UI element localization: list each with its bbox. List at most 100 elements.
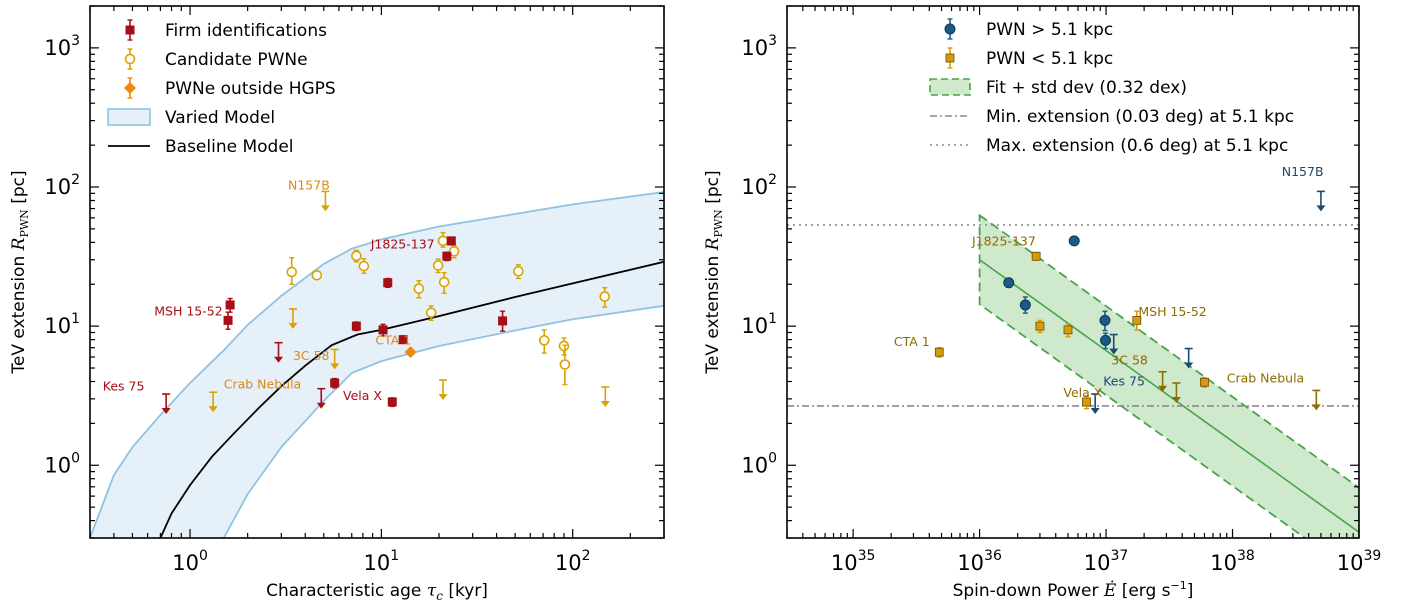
candidate-upper-limit-arrow <box>288 322 298 329</box>
point-label: MSH 15-52 <box>1138 304 1206 319</box>
candidate-upper-limit-arrow <box>438 394 448 401</box>
x-tick-label: 102 <box>555 548 591 575</box>
far-point <box>1099 314 1111 326</box>
far-upper-limit-arrow <box>1109 348 1119 355</box>
fit-line <box>979 259 1359 533</box>
near-point <box>1200 377 1209 387</box>
tick-exponent: 1 <box>768 311 777 327</box>
far-point <box>1019 299 1031 311</box>
x-tick-label: 1038 <box>1210 548 1255 575</box>
legend-near-marker <box>945 53 955 63</box>
firm-point <box>446 236 456 246</box>
candidate-point <box>538 335 550 346</box>
right-x-axis-label: Spin-down Power Ė [erg s−1] <box>953 579 1194 601</box>
firm-point <box>398 335 408 345</box>
y-tick-label: 102 <box>44 172 80 199</box>
legend-label: Max. extension (0.6 deg) at 5.1 kpc <box>986 136 1288 156</box>
candidate-point <box>513 265 524 277</box>
tick-exponent: 1 <box>390 548 399 564</box>
near-point <box>1132 315 1142 325</box>
legend-outside-marker <box>124 82 136 94</box>
candidate-point <box>432 260 444 271</box>
point-label: Vela X <box>1063 385 1102 400</box>
left-y-axis-label: TeV extension RPWN [pc] <box>9 170 31 374</box>
firm-point <box>223 315 233 325</box>
fit-band <box>978 213 1359 538</box>
point-label: J1825-137 <box>370 237 435 252</box>
point-label: Crab Nebula <box>224 377 301 392</box>
firm-point <box>351 321 361 331</box>
tick-base: 10 <box>44 314 71 338</box>
tick-base: 10 <box>44 453 71 477</box>
y-tick-label: 101 <box>741 311 777 338</box>
legend-band-swatch <box>107 108 151 126</box>
tick-base: 10 <box>44 175 71 199</box>
firm-upper-limit-arrow <box>161 408 171 415</box>
tick-exponent: 38 <box>1237 548 1255 564</box>
tick-exponent: 2 <box>582 548 591 564</box>
candidate-point <box>286 266 298 278</box>
x-tick-label: 101 <box>364 548 400 575</box>
point-label: 3C 58 <box>1111 352 1148 367</box>
legend-label: Fit + std dev (0.32 dex) <box>986 78 1187 98</box>
legend-label: Varied Model <box>165 108 275 128</box>
far-upper-limit-arrow <box>1090 408 1100 415</box>
tick-base: 10 <box>44 36 71 60</box>
left-panel: N157B J1825-137 MSH 15-52 3C 58 CTA 1 Kes 75 C… <box>9 5 665 603</box>
firm-point <box>225 300 235 310</box>
legend-candidate-marker <box>124 53 136 65</box>
point-label: N157B <box>1282 164 1324 179</box>
tick-exponent: 3 <box>768 33 777 49</box>
tick-base: 10 <box>1210 551 1237 575</box>
point-label: N157B <box>288 177 330 192</box>
tick-exponent: 36 <box>984 548 1002 564</box>
right-legend: PWN > 5.1 kpc PWN < 5.1 kpc Fit + std dev … <box>929 18 1294 156</box>
y-tick-label: 102 <box>741 172 777 199</box>
firm-upper-limit-arrow <box>316 402 326 409</box>
legend-label: PWN < 5.1 kpc <box>986 49 1113 69</box>
tick-base: 10 <box>172 551 199 575</box>
tick-exponent: 2 <box>71 172 80 188</box>
legend-label: PWN > 5.1 kpc <box>986 20 1113 40</box>
firm-point <box>378 325 388 335</box>
y-tick-label: 100 <box>44 450 80 477</box>
tick-exponent: 0 <box>199 548 208 564</box>
varied-model-lower <box>222 304 664 538</box>
point-label: CTA 1 <box>894 334 930 349</box>
candidate-upper-limit-arrow <box>208 406 218 413</box>
left-legend: Firm identifications Candidate PWNe PWNe o… <box>107 19 336 157</box>
tick-exponent: 39 <box>1363 548 1381 564</box>
firm-point <box>383 278 393 288</box>
candidate-point <box>311 269 323 281</box>
candidate-point <box>558 340 570 352</box>
point-label: Kes 75 <box>1103 373 1145 388</box>
near-point <box>1031 251 1041 261</box>
tick-base: 10 <box>741 175 768 199</box>
near-upper-limit-arrow <box>1311 404 1321 411</box>
near-upper-limit-arrow <box>1171 397 1181 404</box>
tick-exponent: 2 <box>768 172 777 188</box>
candidate-point <box>413 283 425 294</box>
firm-point <box>498 316 508 326</box>
legend-firm-marker <box>125 25 135 35</box>
tick-exponent: 0 <box>768 450 777 466</box>
tick-base: 10 <box>555 551 582 575</box>
tick-base: 10 <box>741 36 768 60</box>
x-tick-label: 1039 <box>1337 548 1382 575</box>
legend-label: Baseline Model <box>165 137 294 157</box>
point-label: Kes 75 <box>103 378 145 393</box>
tick-base: 10 <box>1084 551 1111 575</box>
left-plot-area: N157B J1825-137 MSH 15-52 3C 58 CTA 1 Kes 75 C… <box>90 177 664 538</box>
tick-base: 10 <box>957 551 984 575</box>
y-tick-label: 103 <box>44 33 80 60</box>
left-x-axis-label: Characteristic age τc [kyr] <box>266 581 488 603</box>
firm-point <box>387 397 397 407</box>
point-label: Crab Nebula <box>1227 370 1304 385</box>
x-tick-label: 1035 <box>831 548 876 575</box>
far-point <box>1003 277 1015 289</box>
tick-base: 10 <box>741 453 768 477</box>
x-tick-label: 1036 <box>957 548 1002 575</box>
candidate-point <box>358 260 370 272</box>
